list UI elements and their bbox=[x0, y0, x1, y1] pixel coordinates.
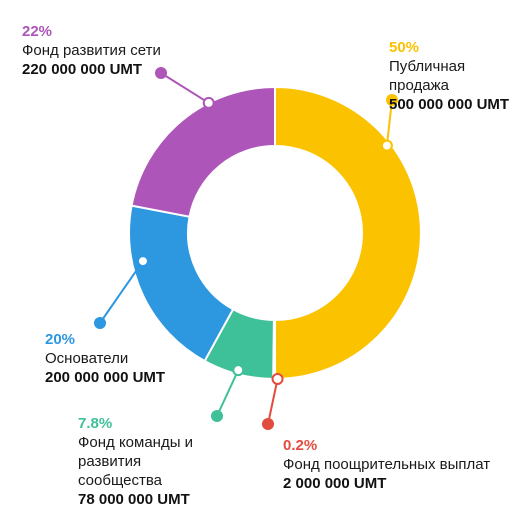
percent-team-fund: 7.8% bbox=[78, 415, 113, 432]
amount-public-sale: 500 000 000 UMT bbox=[389, 96, 510, 113]
leader-anchor-reward bbox=[271, 372, 284, 385]
name-public-sale-line1: Публичная bbox=[389, 58, 466, 75]
percent-reward-fund: 0.2% bbox=[283, 437, 318, 454]
name-team-fund-line2: развития bbox=[78, 453, 142, 470]
amount-founders: 200 000 000 UMT bbox=[45, 369, 166, 386]
label-public-sale: 50% Публичная продажа 500 000 000 UMT bbox=[389, 38, 509, 114]
leader-line-public bbox=[385, 99, 393, 146]
amount-network-fund: 220 000 000 UMT bbox=[22, 61, 143, 78]
leader-dot-team bbox=[211, 410, 223, 422]
leader-dot-network bbox=[155, 67, 167, 79]
percent-public-sale: 50% bbox=[389, 39, 420, 56]
label-network-fund: 22% Фонд развития сети 220 000 000 UMT bbox=[22, 22, 161, 79]
label-founders: 20% Основатели 200 000 000 UMT bbox=[45, 330, 165, 387]
leader-anchor-founders bbox=[136, 255, 149, 268]
leader-line-team bbox=[216, 369, 240, 417]
leader-line-network bbox=[160, 72, 210, 104]
amount-team-fund: 78 000 000 UMT bbox=[78, 491, 190, 508]
label-reward-fund: 0.2% Фонд поощрительных выплат 2 000 000… bbox=[283, 436, 490, 493]
leader-anchor-network bbox=[202, 96, 215, 109]
percent-founders: 20% bbox=[45, 331, 76, 348]
name-network-fund: Фонд развития сети bbox=[22, 42, 161, 59]
name-reward-fund: Фонд поощрительных выплат bbox=[283, 456, 491, 473]
label-team-fund: 7.8% Фонд команды и развития сообщества … bbox=[78, 414, 193, 509]
slice-network bbox=[130, 85, 276, 218]
leader-dot-public bbox=[386, 94, 398, 106]
leader-line-founders bbox=[99, 260, 144, 324]
slice-public bbox=[274, 85, 422, 381]
name-team-fund-line3: сообщества bbox=[78, 472, 162, 489]
name-public-sale-line2: продажа bbox=[389, 77, 449, 94]
leader-dot-reward bbox=[262, 418, 274, 430]
amount-reward-fund: 2 000 000 UMT bbox=[283, 475, 387, 492]
leader-anchor-team bbox=[232, 364, 245, 377]
leader-line-reward bbox=[267, 378, 279, 425]
name-team-fund-line1: Фонд команды и bbox=[78, 434, 194, 451]
leader-anchor-public bbox=[380, 139, 393, 152]
name-founders: Основатели bbox=[45, 350, 129, 367]
percent-network-fund: 22% bbox=[22, 23, 53, 40]
leader-dot-founders bbox=[94, 317, 106, 329]
